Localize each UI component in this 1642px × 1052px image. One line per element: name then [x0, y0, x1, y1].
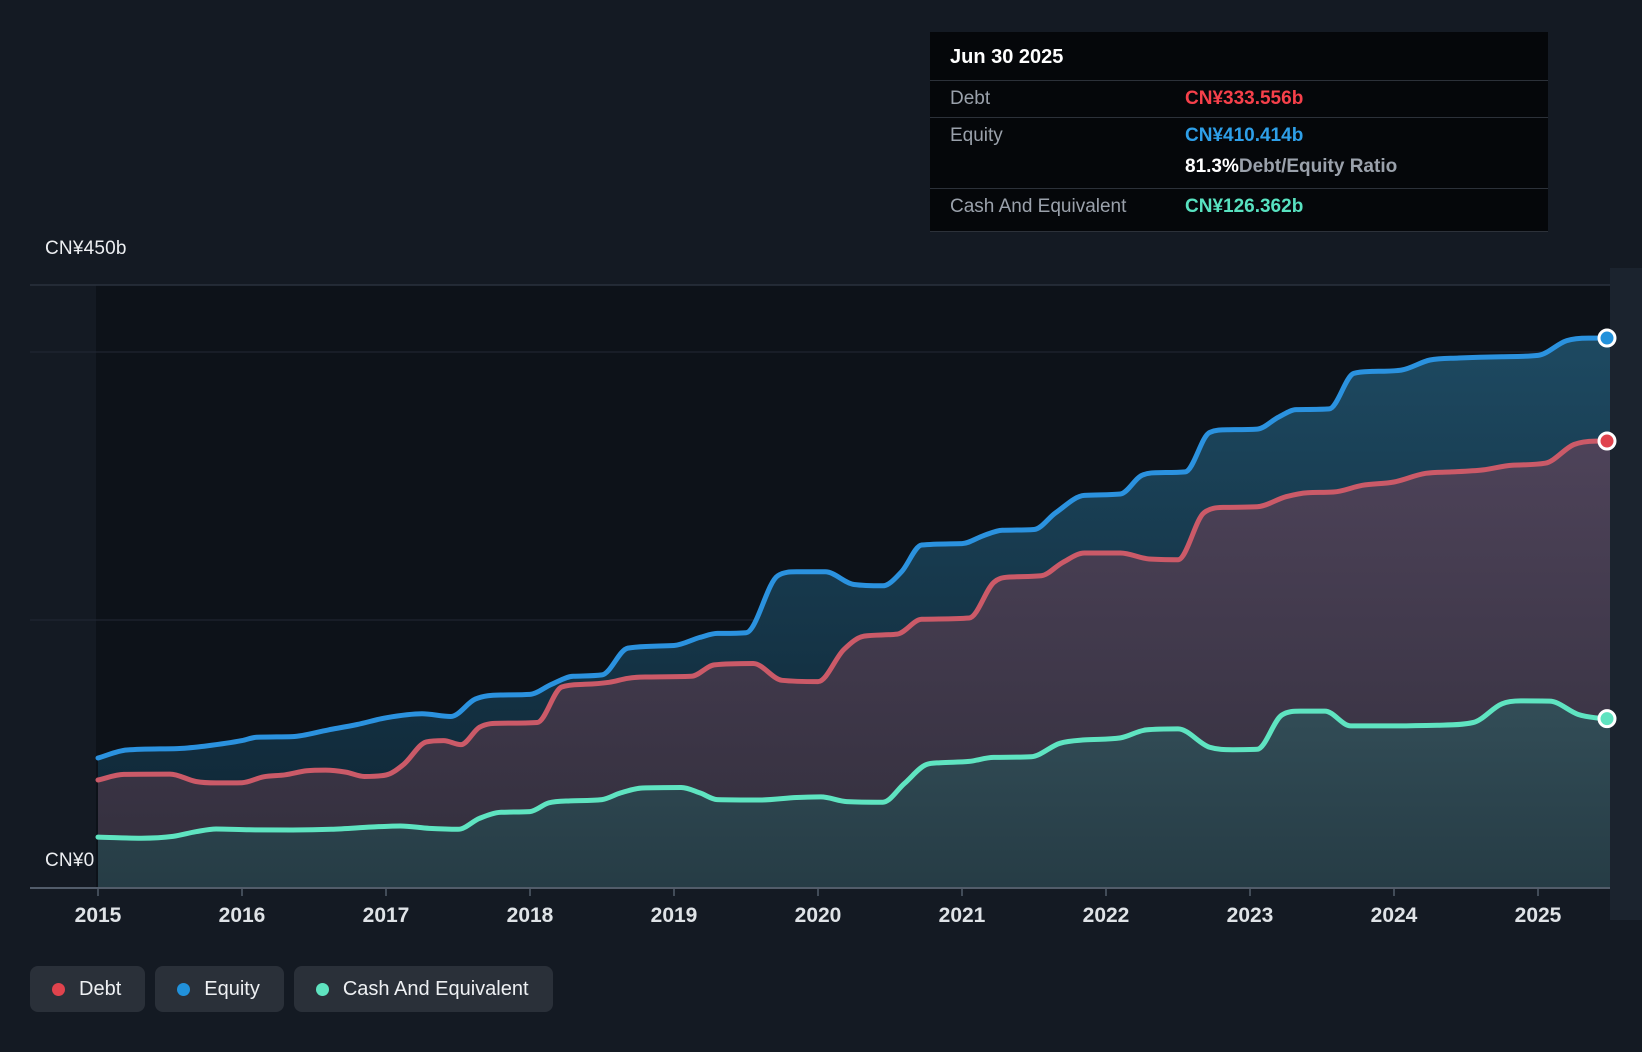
- y-axis-max-label: CN¥450b: [45, 238, 127, 259]
- end-dot-equity: [1597, 328, 1617, 348]
- legend-item-equity[interactable]: Equity: [155, 966, 284, 1012]
- tooltip-debt-label: Debt: [950, 88, 991, 109]
- x-axis-year-label: 2016: [219, 904, 266, 927]
- legend-cash-label: Cash And Equivalent: [342, 977, 529, 1000]
- x-axis-year-label: 2018: [507, 904, 554, 927]
- legend-item-cash[interactable]: Cash And Equivalent: [293, 966, 553, 1012]
- cash-series-dot-icon: [315, 982, 329, 996]
- x-axis-year-label: 2022: [1083, 904, 1130, 927]
- end-dot-cash: [1597, 709, 1617, 729]
- tooltip-equity-label: Equity: [950, 125, 1003, 146]
- x-axis-year-label: 2023: [1227, 904, 1274, 927]
- x-axis-year-label: 2020: [795, 904, 842, 927]
- tooltip-debt-value: CN¥333.556b: [1185, 88, 1304, 109]
- legend-equity-label: Equity: [204, 977, 260, 1000]
- chart-tooltip: Jun 30 2025 Debt CN¥333.556b Equity CN¥4…: [930, 32, 1548, 232]
- plot-right-margin: [1610, 268, 1642, 920]
- x-axis-year-label: 2024: [1371, 904, 1418, 927]
- tooltip-row-ratio: 81.3% Debt/Equity Ratio: [930, 154, 1548, 188]
- chart-legend: Debt Equity Cash And Equivalent: [30, 966, 553, 1012]
- x-axis-year-label: 2021: [939, 904, 986, 927]
- line-equity: [95, 335, 1613, 761]
- x-axis-year-label: 2015: [75, 904, 122, 927]
- line-cash: [95, 698, 1613, 841]
- equity-series-dot-icon: [177, 982, 191, 996]
- tooltip-equity-value: CN¥410.414b: [1185, 125, 1304, 146]
- y-axis-zero-label: CN¥0: [45, 850, 95, 871]
- legend-debt-label: Debt: [79, 977, 122, 1000]
- tooltip-row-equity: Equity CN¥410.414b: [930, 117, 1548, 154]
- tooltip-ratio-label: Debt/Equity Ratio: [1238, 156, 1398, 177]
- legend-item-debt[interactable]: Debt: [30, 966, 146, 1012]
- tooltip-row-debt: Debt CN¥333.556b: [930, 80, 1548, 117]
- tooltip-cash-value: CN¥126.362b: [1185, 196, 1304, 217]
- area-cash: [98, 700, 1610, 888]
- tooltip-ratio-value: 81.3%: [1185, 156, 1239, 177]
- end-dot-debt: [1597, 431, 1617, 451]
- tooltip-date: Jun 30 2025: [950, 46, 1064, 68]
- x-axis-year-label: 2017: [363, 904, 410, 927]
- tooltip-cash-label: Cash And Equivalent: [950, 196, 1127, 217]
- tooltip-row-cash: Cash And Equivalent CN¥126.362b: [930, 188, 1548, 225]
- line-debt: [95, 438, 1613, 786]
- x-axis-year-label: 2025: [1515, 904, 1562, 927]
- x-axis-year-label: 2019: [651, 904, 698, 927]
- debt-series-dot-icon: [52, 982, 65, 996]
